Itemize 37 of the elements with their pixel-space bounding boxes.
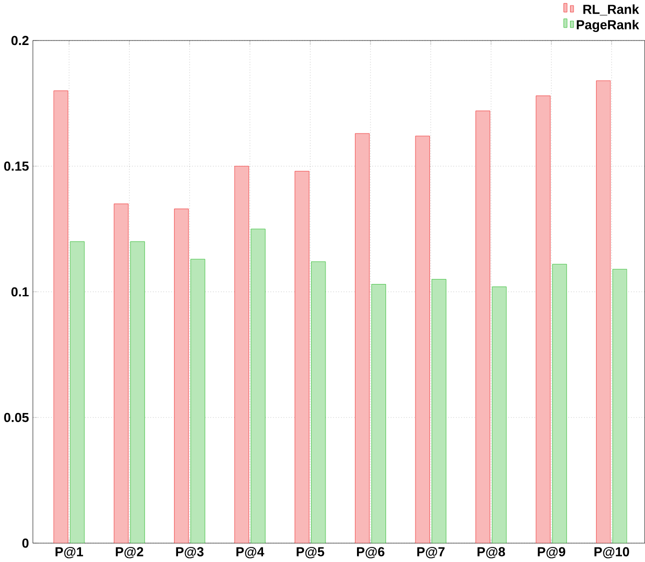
x-tick-label: P@4 xyxy=(236,547,264,558)
bar xyxy=(415,136,430,544)
x-tick-label: P@6 xyxy=(357,547,384,558)
bar xyxy=(492,286,507,544)
x-tick-label: P@1 xyxy=(56,547,84,558)
x-tick-label: P@9 xyxy=(538,547,566,558)
legend-label: RL_Rank xyxy=(583,4,640,16)
legend-label: PageRank xyxy=(576,20,640,32)
y-tick-label: 0 xyxy=(22,538,29,548)
x-tick-label: P@7 xyxy=(417,547,445,558)
x-tick-label: P@10 xyxy=(594,547,630,558)
bar xyxy=(596,80,611,544)
bar xyxy=(130,241,145,544)
x-tick-label: P@3 xyxy=(176,547,204,558)
y-tick-label: 0.05 xyxy=(4,412,29,422)
bar xyxy=(190,258,206,544)
bar xyxy=(476,110,490,544)
x-tick-label: P@8 xyxy=(478,547,506,558)
y-tick-label: 0.15 xyxy=(4,162,29,171)
bar xyxy=(311,261,326,544)
bar xyxy=(432,279,446,544)
bar xyxy=(250,228,266,544)
x-tick-label: P@5 xyxy=(296,547,324,558)
bar xyxy=(294,170,310,544)
y-tick-label: 0.2 xyxy=(11,36,29,46)
bar xyxy=(354,133,370,544)
bar xyxy=(54,90,68,544)
bar xyxy=(234,166,250,544)
bar xyxy=(552,264,567,544)
y-tick-label: 0.1 xyxy=(11,287,29,296)
x-tick-label: P@2 xyxy=(116,547,144,558)
bar xyxy=(114,204,128,544)
bar xyxy=(371,284,386,544)
bar xyxy=(612,269,628,544)
bar xyxy=(174,208,189,544)
bar xyxy=(70,241,85,544)
bar xyxy=(536,96,550,544)
